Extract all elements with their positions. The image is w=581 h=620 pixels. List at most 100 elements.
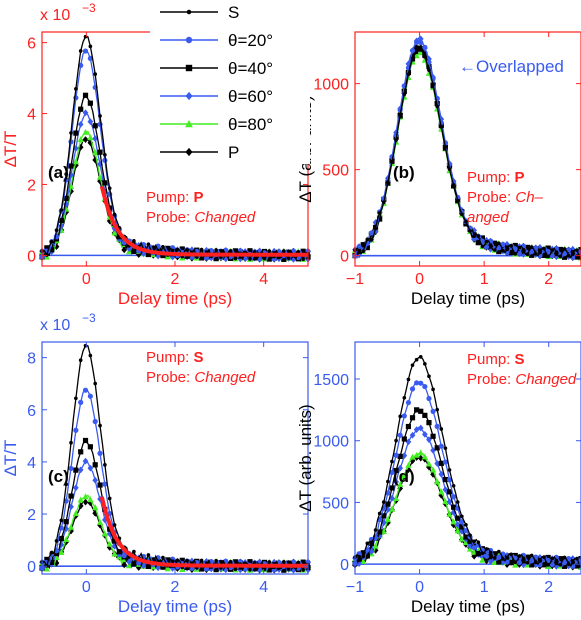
data-point — [476, 234, 481, 238]
data-point — [102, 481, 108, 487]
data-point — [78, 49, 83, 53]
data-point — [574, 254, 580, 260]
data-point — [67, 523, 75, 530]
y-tick-label: 6 — [27, 36, 36, 53]
data-point — [422, 383, 428, 390]
data-point — [413, 451, 420, 458]
data-point — [296, 249, 301, 254]
data-point — [492, 240, 498, 246]
data-point — [369, 237, 374, 242]
data-point — [446, 498, 453, 506]
data-point — [398, 112, 403, 117]
data-point — [214, 558, 218, 563]
data-point — [512, 561, 519, 568]
data-point — [361, 554, 366, 559]
data-point — [381, 200, 386, 205]
probe-label-prefix: Probe: — [146, 209, 194, 226]
data-point — [296, 560, 301, 565]
data-point — [372, 542, 379, 549]
data-point — [438, 470, 445, 478]
data-point — [529, 562, 535, 568]
data-point — [77, 466, 84, 474]
data-point — [442, 486, 449, 493]
data-point — [480, 551, 485, 555]
data-point — [68, 139, 74, 145]
data-point — [425, 460, 433, 467]
data-point — [82, 128, 89, 135]
data-point — [455, 198, 460, 203]
probe-value: Changed — [194, 369, 256, 386]
data-point — [248, 257, 252, 261]
data-point — [442, 459, 448, 465]
data-point — [63, 536, 70, 543]
data-point — [483, 553, 490, 559]
series-3 — [39, 457, 311, 574]
y-tick-label: 0 — [27, 248, 36, 265]
data-point — [401, 472, 408, 479]
data-point — [427, 374, 431, 379]
data-point — [237, 255, 244, 263]
data-point — [561, 559, 568, 566]
data-point — [69, 440, 73, 445]
data-point — [385, 506, 391, 513]
data-point — [126, 558, 132, 566]
data-point — [92, 418, 98, 425]
axis-exponent-power: −3 — [82, 311, 96, 325]
data-point — [501, 248, 505, 253]
data-point — [550, 248, 555, 252]
data-point — [575, 556, 579, 561]
probe-value: Changed — [194, 209, 256, 226]
data-point — [111, 550, 118, 557]
data-point — [479, 556, 486, 563]
data-point — [546, 563, 550, 567]
data-point — [446, 477, 453, 483]
data-point — [393, 452, 399, 458]
data-point — [150, 557, 156, 563]
data-point — [426, 395, 432, 402]
data-point — [447, 468, 452, 472]
data-point — [54, 539, 59, 543]
data-point — [545, 554, 551, 561]
data-point — [438, 488, 445, 495]
probe-value: Ch– — [515, 189, 543, 206]
data-point — [401, 436, 407, 442]
data-point — [414, 380, 420, 386]
data-point — [82, 498, 89, 506]
data-point — [393, 478, 399, 486]
data-point — [145, 251, 151, 258]
data-point — [364, 245, 370, 251]
legend-label: θ=40° — [228, 59, 273, 78]
data-point — [160, 564, 166, 570]
data-point — [533, 245, 539, 251]
data-point — [554, 250, 559, 254]
data-point — [471, 236, 477, 242]
y-tick-label: 4 — [27, 455, 36, 472]
x-tick-label: 0 — [82, 579, 91, 596]
series-5 — [352, 44, 581, 261]
data-point — [164, 565, 171, 572]
data-point — [496, 554, 502, 560]
data-point — [397, 432, 403, 438]
y-tick-label: 1000 — [313, 434, 349, 451]
data-point — [553, 559, 559, 566]
x-tick-label: 1 — [480, 271, 489, 288]
chart-panel-2: 0 2 4 0 2 4 6 8 Delay time (ps) ΔT/T x 10 −3 (c) Pump… — [1, 311, 312, 616]
data-point — [97, 482, 103, 488]
data-point — [496, 245, 502, 251]
data-point — [542, 555, 546, 559]
axis-exponent-power: −3 — [82, 1, 96, 15]
data-point — [98, 423, 102, 428]
axes-box — [354, 31, 581, 267]
data-point — [300, 248, 306, 254]
data-point — [146, 242, 151, 247]
data-point — [146, 553, 151, 557]
pump-label: Pump: S — [146, 349, 204, 366]
data-point — [418, 408, 424, 414]
data-point — [446, 489, 453, 495]
data-point — [300, 559, 306, 565]
data-point — [54, 228, 59, 233]
data-point — [267, 249, 272, 253]
data-point — [417, 449, 424, 456]
data-point — [496, 241, 501, 246]
data-point — [397, 481, 404, 487]
